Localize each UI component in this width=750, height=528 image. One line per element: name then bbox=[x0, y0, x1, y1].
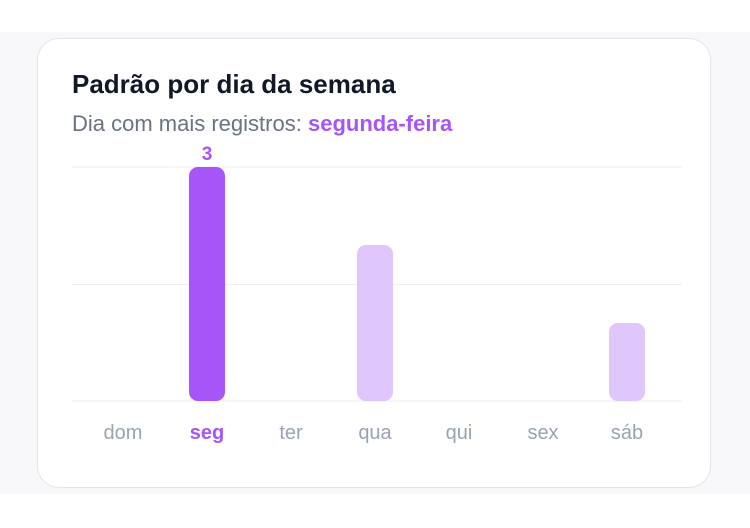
weekday-bar-chart: dom 3 seg ter qua qui sex sáb bbox=[72, 144, 682, 444]
tick-label-sáb: sáb bbox=[611, 422, 643, 444]
tick-label-qui: qui bbox=[446, 422, 473, 444]
card-title: Padrão por dia da semana bbox=[72, 69, 396, 99]
top-day-highlight: segunda-feira bbox=[307, 111, 453, 136]
bar-qua bbox=[357, 245, 393, 401]
tick-label-seg: seg bbox=[190, 422, 224, 444]
data-label-seg: 3 bbox=[202, 144, 213, 165]
bar-seg bbox=[189, 167, 225, 401]
tick-label-ter: ter bbox=[279, 422, 303, 444]
card-subtitle: Dia com mais registros: segunda-feira bbox=[72, 111, 452, 137]
subtitle-prefix: Dia com mais registros: bbox=[72, 111, 302, 136]
weekday-pattern-card: Padrão por dia da semana Dia com mais re… bbox=[37, 38, 711, 488]
bar-sáb bbox=[609, 323, 645, 401]
tick-label-qua: qua bbox=[358, 422, 392, 444]
tick-label-dom: dom bbox=[104, 422, 143, 444]
tick-label-sex: sex bbox=[527, 422, 558, 444]
